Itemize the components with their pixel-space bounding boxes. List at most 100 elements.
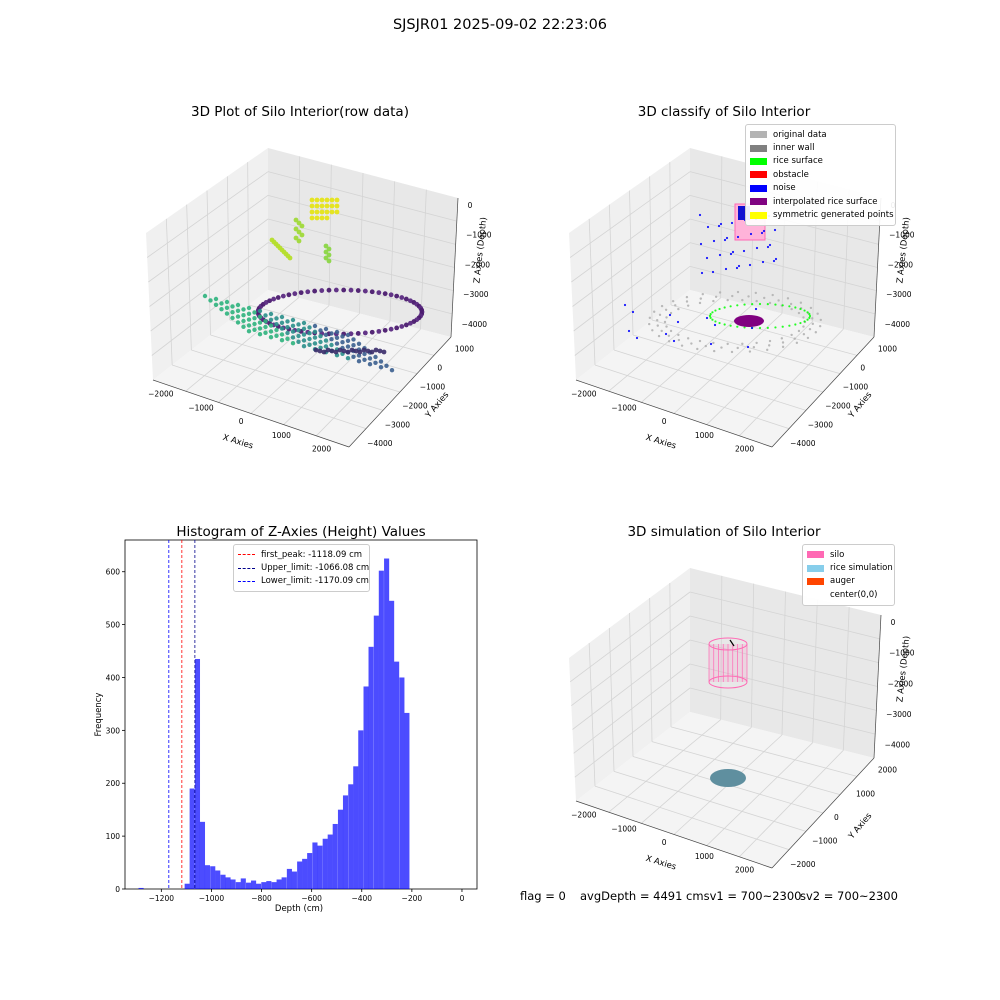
raw-streak-point xyxy=(323,344,329,349)
legend-swatch xyxy=(807,577,824,585)
raw-streak-point xyxy=(224,311,230,316)
classify-rice-surface-point xyxy=(743,303,746,306)
raw-streak-point xyxy=(274,322,279,327)
classify-y-tick-label: −4000 xyxy=(790,439,816,448)
raw-x-tick-label: −1000 xyxy=(188,403,214,412)
raw-ring-point xyxy=(275,295,281,300)
raw-top-point xyxy=(329,197,335,203)
raw-ring-point xyxy=(355,331,361,336)
raw-streak-point xyxy=(296,328,301,333)
classify-noise-point xyxy=(718,253,722,257)
raw-ring-point xyxy=(355,288,361,293)
classify-original-point xyxy=(741,342,744,346)
legend-label: obstacle xyxy=(773,169,809,180)
legend-item: original data xyxy=(750,128,890,141)
classify-noise-point xyxy=(698,213,702,217)
legend-item: noise xyxy=(750,182,890,195)
classify-noise-point xyxy=(699,242,703,246)
histogram-plot-area xyxy=(124,539,478,890)
classify-original-point xyxy=(658,313,662,317)
histogram-legend: first_peak: -1118.09 cm Upper_limit: -106… xyxy=(233,544,370,593)
raw-top-point xyxy=(293,226,299,232)
classify-noise-point xyxy=(760,231,764,235)
footer-sv2: sv2 = 700~2300 xyxy=(800,889,898,903)
classify-rice-surface-point xyxy=(781,325,784,328)
raw-top-point xyxy=(334,209,340,215)
raw-streak-point xyxy=(312,323,318,329)
legend-label: auger xyxy=(830,576,855,587)
raw-streak-point xyxy=(296,339,301,344)
classify-noise-point xyxy=(735,266,739,270)
raw-streak-point xyxy=(263,319,268,324)
footer-avg-depth: avgDepth = 4491 cmsv1 = 700~2300 xyxy=(580,889,802,903)
raw-streak-point xyxy=(389,368,395,373)
classify-y-tick-label: −2000 xyxy=(825,401,851,410)
classify-noise-point xyxy=(709,342,713,346)
histogram-bar xyxy=(271,882,277,889)
raw-streak-point xyxy=(334,341,340,346)
raw-streak-point xyxy=(340,334,345,339)
classify-original-point xyxy=(669,329,673,333)
histogram-bar xyxy=(194,658,201,889)
raw-streak-point xyxy=(224,299,230,305)
raw-ring-point xyxy=(319,288,325,293)
legend-swatch xyxy=(750,198,767,206)
simulation-legend: silo rice simulation auger center(0,0) xyxy=(802,544,895,606)
classify-original-point xyxy=(755,341,758,345)
raw-y-tick-label: 1000 xyxy=(455,345,474,354)
raw-streak-point xyxy=(378,359,384,364)
raw-ring-point xyxy=(362,330,368,336)
histogram-bar xyxy=(199,821,206,889)
classify-noise-point xyxy=(772,259,776,263)
raw-y-tick-label: 0 xyxy=(437,364,442,373)
classify-original-point xyxy=(690,342,693,345)
histogram-x-tick-label: −800 xyxy=(251,894,272,903)
raw-top-point xyxy=(323,255,329,261)
classify-original-point xyxy=(754,291,758,295)
legend-item: first_peak: -1118.09 cm xyxy=(238,548,364,561)
classify-rice-surface-point xyxy=(794,306,797,309)
raw-streak-point xyxy=(301,332,307,337)
classify-original-point xyxy=(696,347,699,351)
raw-streak-point xyxy=(279,326,285,331)
raw-bottom-point xyxy=(369,349,375,355)
classify-original-point xyxy=(811,322,815,326)
classify-original-point xyxy=(795,341,799,345)
raw-top-point xyxy=(324,203,330,209)
raw-ring-point xyxy=(376,328,382,334)
raw-streak-point xyxy=(323,338,329,343)
histogram-bar xyxy=(235,882,241,889)
raw-top-point xyxy=(314,197,320,203)
raw-plot-title: 3D Plot of Silo Interior(row data) xyxy=(191,104,409,120)
classify-rice-surface-point xyxy=(794,323,797,326)
histogram-bar xyxy=(215,870,221,889)
classify-original-point xyxy=(808,327,812,331)
classify-noise-point xyxy=(749,232,753,236)
classify-noise-point xyxy=(700,271,704,275)
raw-streak-point xyxy=(219,301,224,306)
classify-original-point xyxy=(802,333,806,336)
raw-streak-point xyxy=(279,338,285,343)
raw-streak-point xyxy=(312,341,318,346)
classify-x-tick-label: −2000 xyxy=(571,390,597,399)
classify-original-point xyxy=(686,304,690,307)
histogram-bar xyxy=(256,883,262,889)
classify-original-point xyxy=(763,296,766,300)
legend-item: center(0,0) xyxy=(807,588,889,601)
classify-rice-surface-point xyxy=(736,325,739,328)
classify-original-point xyxy=(789,302,793,306)
raw-streak-point xyxy=(285,336,290,341)
classify-original-point xyxy=(802,316,805,319)
raw-ring-point xyxy=(376,290,382,296)
classify-original-point xyxy=(797,311,801,315)
raw-ring-point xyxy=(305,289,311,295)
classify-original-point xyxy=(766,348,769,352)
raw-streak-point xyxy=(230,310,235,315)
histogram-bar xyxy=(276,879,282,889)
classify-interpolated-surface xyxy=(734,315,764,327)
raw-z-tick-label: −3000 xyxy=(463,290,489,299)
raw-streak-point xyxy=(301,320,307,326)
raw-ring-point xyxy=(333,287,339,293)
classify-y-tick-label: −1000 xyxy=(843,382,869,391)
raw-ring-point xyxy=(382,291,388,297)
